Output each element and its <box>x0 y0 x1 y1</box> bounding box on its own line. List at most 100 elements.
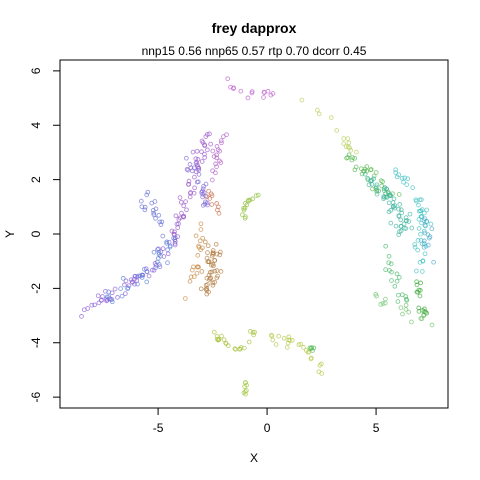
data-point <box>271 338 275 342</box>
data-point <box>430 323 434 327</box>
data-point <box>430 227 434 231</box>
data-point <box>387 254 391 258</box>
data-point <box>193 175 197 179</box>
data-point <box>392 197 396 201</box>
data-point <box>184 200 188 204</box>
data-point <box>401 312 405 316</box>
data-point <box>204 182 208 186</box>
data-point <box>200 150 204 154</box>
data-point <box>153 200 157 204</box>
data-point <box>200 160 204 164</box>
data-point <box>219 270 223 274</box>
data-point <box>277 334 281 338</box>
data-point <box>389 221 393 225</box>
data-point <box>262 96 266 100</box>
data-point <box>212 330 216 334</box>
data-point <box>384 244 388 248</box>
data-point <box>329 116 333 120</box>
data-point <box>183 297 187 301</box>
chart-subtitle: nnp15 0.56 nnp65 0.57 rtp 0.70 dcorr 0.4… <box>142 44 367 58</box>
data-point <box>80 315 84 319</box>
data-point <box>282 336 286 340</box>
data-point <box>198 239 202 243</box>
data-point <box>432 260 436 264</box>
data-point <box>194 234 198 238</box>
data-point <box>226 77 230 81</box>
y-axis: -6-4-20246 <box>29 67 60 402</box>
data-point <box>302 346 306 350</box>
data-point <box>397 276 401 280</box>
x-tick-label: 0 <box>264 421 271 435</box>
data-point <box>166 248 170 252</box>
data-point <box>191 150 195 154</box>
y-tick-label: 2 <box>29 176 43 183</box>
data-point <box>410 226 414 230</box>
data-point <box>417 203 421 207</box>
data-point <box>239 89 243 93</box>
data-point <box>391 201 395 205</box>
data-point <box>300 98 304 102</box>
data-point <box>222 135 226 139</box>
data-point <box>161 234 165 238</box>
data-point <box>395 279 399 283</box>
data-point <box>209 142 213 146</box>
data-point <box>214 242 218 246</box>
data-point <box>346 137 350 141</box>
data-point <box>210 203 214 207</box>
data-point <box>397 193 401 197</box>
data-point <box>195 271 199 275</box>
x-axis: -5 0 5 <box>153 408 380 435</box>
data-point <box>419 232 423 236</box>
data-point <box>119 287 123 291</box>
data-point <box>274 343 278 347</box>
data-point <box>400 176 404 180</box>
data-point <box>419 281 423 285</box>
data-point <box>404 308 408 312</box>
data-point <box>166 252 170 256</box>
x-tick-label: 5 <box>373 421 380 435</box>
data-point <box>404 303 408 307</box>
data-point <box>200 270 204 274</box>
data-point <box>178 196 182 200</box>
data-point <box>152 250 156 254</box>
data-point <box>398 203 402 207</box>
x-axis-label: X <box>250 451 258 465</box>
data-point <box>188 195 192 199</box>
data-point <box>384 268 388 272</box>
chart-title: frey dapprox <box>212 20 297 36</box>
data-point <box>417 227 421 231</box>
data-point <box>101 295 105 299</box>
data-point <box>396 300 400 304</box>
data-point <box>166 261 170 265</box>
data-point <box>113 287 117 291</box>
data-point <box>413 243 417 247</box>
data-point <box>418 294 422 298</box>
data-point <box>116 296 120 300</box>
data-points <box>80 77 436 396</box>
data-point <box>121 277 125 281</box>
data-point <box>96 294 100 298</box>
data-point <box>188 280 192 284</box>
data-point <box>203 240 207 244</box>
data-point <box>210 178 214 182</box>
data-point <box>395 272 399 276</box>
data-point <box>423 252 427 256</box>
data-point <box>206 148 210 152</box>
data-point <box>335 129 339 133</box>
data-point <box>185 156 189 160</box>
data-point <box>185 208 189 212</box>
data-point <box>399 306 403 310</box>
data-point <box>246 96 250 100</box>
data-point <box>390 279 394 283</box>
data-point <box>315 108 319 112</box>
data-point <box>179 200 183 204</box>
data-point <box>123 283 127 287</box>
data-point <box>402 180 406 184</box>
data-point <box>394 224 398 228</box>
y-axis-label: Y <box>3 230 17 238</box>
data-point <box>174 214 178 218</box>
data-point <box>317 112 321 116</box>
data-point <box>420 270 424 274</box>
data-point <box>414 269 418 273</box>
